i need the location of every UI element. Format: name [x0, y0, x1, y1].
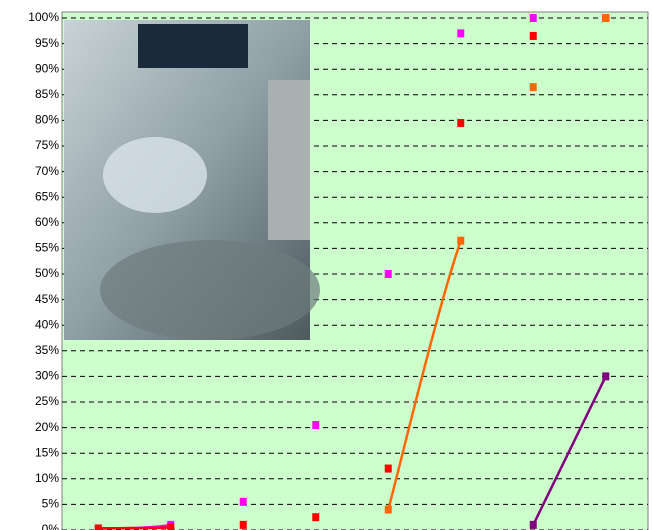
- data-point: [602, 14, 609, 22]
- y-tick-label: 95%: [35, 36, 59, 50]
- y-tick-label: 75%: [35, 138, 59, 152]
- data-point: [457, 119, 464, 127]
- data-point: [530, 83, 537, 91]
- chart: 0% 5% 10% 15% 20% 25% 30% 35% 40% 45% 50% 55% 60% 65%…: [0, 0, 652, 530]
- y-tick-label: 30%: [35, 369, 59, 383]
- y-tick-label: 60%: [35, 215, 59, 229]
- data-point: [240, 521, 247, 529]
- y-tick-label: 100%: [28, 10, 59, 24]
- y-tick-label: 55%: [35, 241, 59, 255]
- data-point: [312, 421, 319, 429]
- data-point: [530, 32, 537, 40]
- y-tick-label: 80%: [35, 113, 59, 127]
- y-tick-label: 85%: [35, 87, 59, 101]
- photo-inset: [64, 20, 320, 340]
- data-point: [530, 521, 537, 529]
- y-tick-label: 15%: [35, 445, 59, 459]
- y-tick-label: 35%: [35, 343, 59, 357]
- data-point: [312, 513, 319, 521]
- data-point: [385, 270, 392, 278]
- y-tick-label: 45%: [35, 292, 59, 306]
- data-point: [602, 372, 609, 380]
- series-line: [98, 527, 171, 528]
- y-tick-label: 50%: [35, 266, 59, 280]
- y-tick-label: 20%: [35, 420, 59, 434]
- data-point: [457, 237, 464, 245]
- data-point: [530, 14, 537, 22]
- data-point: [240, 498, 247, 506]
- y-tick-label: 5%: [42, 497, 60, 511]
- y-tick-label: 25%: [35, 394, 59, 408]
- data-point: [385, 506, 392, 514]
- y-tick-label: 0%: [42, 522, 60, 530]
- data-point: [95, 524, 102, 530]
- y-tick-label: 90%: [35, 61, 59, 75]
- data-point: [167, 523, 174, 530]
- y-tick-label: 70%: [35, 164, 59, 178]
- y-tick-label: 40%: [35, 317, 59, 331]
- y-tick-label: 10%: [35, 471, 59, 485]
- data-point: [457, 29, 464, 37]
- y-tick-label: 65%: [35, 189, 59, 203]
- data-point: [385, 465, 392, 473]
